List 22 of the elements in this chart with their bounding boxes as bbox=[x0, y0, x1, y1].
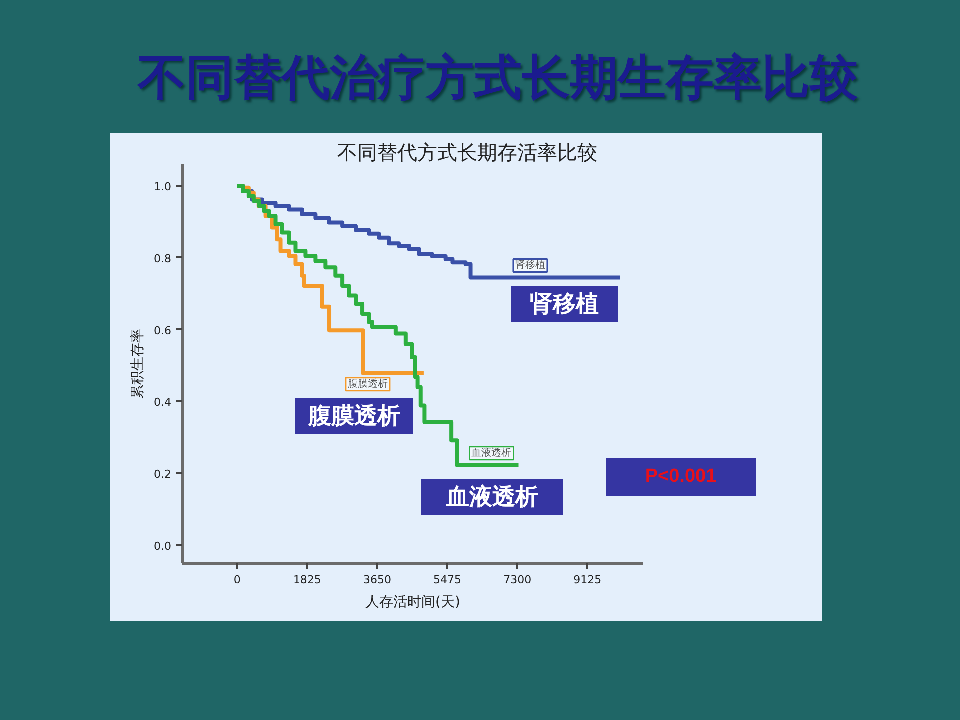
x-axis-title: 人存活时间(天) bbox=[366, 594, 460, 610]
y-tick-label: 0.8 bbox=[154, 252, 172, 266]
series-label: 血液透析 bbox=[472, 446, 512, 459]
series-label: 肾移植 bbox=[515, 259, 546, 272]
x-tick-label: 3650 bbox=[363, 574, 392, 586]
y-tick-label: 0.0 bbox=[154, 540, 172, 554]
x-tick-label: 1825 bbox=[293, 574, 322, 586]
annotation: 肾移植 bbox=[530, 292, 599, 318]
y-tick-label: 1.0 bbox=[154, 180, 172, 194]
y-tick-label: 0.4 bbox=[154, 396, 172, 410]
x-tick-label: 9125 bbox=[574, 574, 602, 586]
y-tick-label: 0.6 bbox=[154, 324, 172, 338]
chart-title: 不同替代治疗方式长期生存率比较 bbox=[138, 50, 858, 106]
x-tick-label: 0 bbox=[234, 574, 241, 586]
annotation: 腹膜透析 bbox=[308, 404, 400, 430]
series-label: 腹膜透析 bbox=[348, 378, 388, 390]
chart-subtitle: 不同替代方式长期存活率比较 bbox=[338, 140, 598, 164]
x-tick-label: 5475 bbox=[434, 574, 462, 586]
y-axis-title: 累积生存率 bbox=[130, 329, 146, 399]
y-tick-label: 0.2 bbox=[154, 468, 172, 482]
annotation: 血液透析 bbox=[446, 484, 538, 510]
x-tick-label: 7300 bbox=[504, 574, 532, 586]
